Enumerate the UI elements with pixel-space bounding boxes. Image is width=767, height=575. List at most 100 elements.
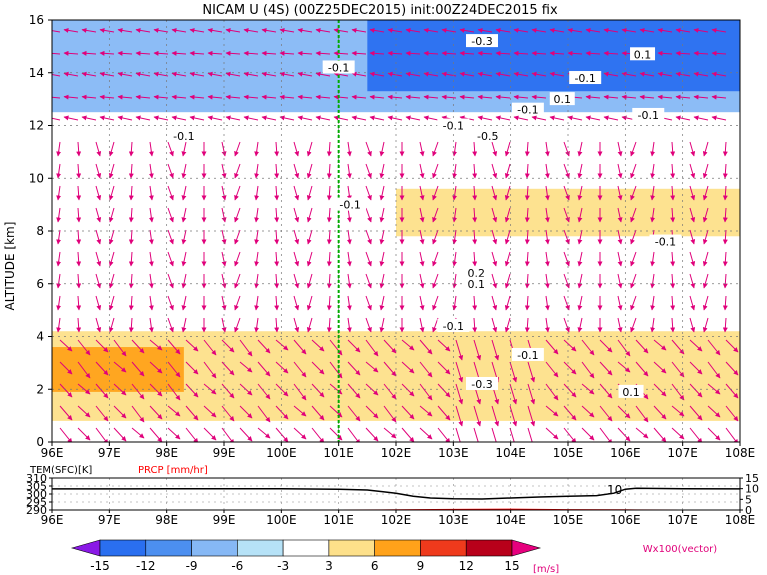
sub-x-tick-label: 100E	[266, 513, 297, 527]
contour-label-bg	[437, 318, 470, 332]
wind-vector	[189, 94, 205, 100]
colorbar-unit: [m/s]	[533, 564, 559, 575]
wind-vector	[544, 229, 550, 245]
wind-vector	[185, 383, 199, 398]
right-axis-label: PRCP [mm/hr]	[138, 465, 208, 476]
wind-vector	[405, 50, 421, 56]
wind-vector	[630, 185, 637, 201]
x-tick-label: 108E	[725, 446, 756, 460]
wind-vector	[563, 163, 570, 179]
wind-vector	[128, 163, 134, 179]
wind-vector	[221, 163, 227, 179]
wind-vector	[243, 94, 259, 100]
wind-vector	[81, 94, 97, 100]
wind-vector	[203, 361, 217, 379]
wind-vector	[333, 27, 349, 33]
contour-label: -0.1	[339, 199, 360, 212]
wind-vector	[306, 273, 313, 289]
wind-vector	[234, 295, 241, 311]
wind-vector	[653, 405, 667, 420]
contour-label-bg	[167, 129, 200, 143]
wind-vector	[149, 427, 163, 442]
wind-vector	[472, 207, 478, 223]
wind-vector	[135, 71, 151, 77]
wind-vector	[167, 405, 181, 417]
wind-vector	[365, 317, 372, 333]
wind-vector	[254, 185, 260, 201]
y-tick-label: 4	[36, 330, 44, 344]
contour-label-bg	[471, 129, 504, 143]
y-tick-label: 14	[29, 66, 44, 80]
wind-vector	[675, 27, 691, 33]
wind-vector	[689, 207, 696, 223]
wind-vector	[563, 361, 577, 375]
wind-vector	[670, 185, 676, 201]
wind-vector	[531, 115, 547, 121]
wind-vector	[725, 383, 739, 399]
colorbar-segment	[99, 539, 147, 557]
wind-vector	[274, 207, 280, 223]
wind-vector	[311, 383, 325, 398]
wind-vector	[549, 27, 565, 33]
wind-vector	[472, 295, 478, 311]
wind-vector	[509, 427, 515, 442]
wind-vector	[722, 273, 728, 289]
wind-vector	[99, 115, 115, 121]
wind-vector	[181, 317, 187, 333]
wind-vector	[63, 94, 79, 100]
x-tick-label: 96E	[41, 446, 64, 460]
wind-vector	[711, 115, 727, 121]
wind-vector	[504, 141, 511, 157]
wind-vector	[725, 427, 739, 442]
wind-vector	[473, 405, 482, 427]
wind-vector	[432, 141, 439, 157]
wind-vector	[563, 295, 570, 311]
wind-vector	[383, 383, 397, 400]
wind-vector	[452, 185, 458, 201]
wind-vector	[365, 207, 372, 223]
wind-vector	[131, 361, 145, 377]
wind-vector	[149, 339, 163, 351]
wind-vector	[108, 229, 115, 245]
wind-vector	[221, 273, 227, 289]
wind-vector	[577, 295, 583, 311]
wind-vector	[423, 115, 439, 121]
left-tick-label: 295	[26, 496, 47, 509]
wind-vector	[59, 405, 73, 421]
wind-vector	[149, 405, 163, 420]
contour-label-bg	[463, 276, 489, 290]
wind-vector	[545, 427, 559, 440]
wind-vector	[108, 295, 115, 311]
wind-vector	[293, 273, 300, 289]
wind-vector	[509, 361, 518, 383]
wind-vector	[306, 185, 313, 201]
wind-vector	[221, 229, 227, 245]
wind-vector	[693, 27, 709, 33]
wind-vector	[221, 361, 235, 376]
wind-vector	[329, 405, 343, 418]
contour-label: -0.1	[173, 130, 194, 143]
wind-vector	[185, 361, 199, 375]
left-tick-label: 310	[26, 472, 47, 485]
sub-x-tick-label: 103E	[438, 513, 469, 527]
wind-vector	[279, 115, 295, 121]
wind-vector	[581, 339, 595, 356]
wind-vector	[293, 361, 307, 378]
wind-vector	[544, 295, 550, 311]
wind-vector	[306, 141, 313, 157]
wind-vector	[326, 295, 332, 311]
wind-vector	[599, 427, 613, 442]
colorbar-segment	[237, 539, 284, 557]
wind-vector	[293, 427, 307, 440]
wind-vector	[326, 273, 332, 289]
wind-vector	[630, 229, 637, 245]
wind-vector	[491, 207, 498, 223]
wind-vector	[108, 141, 115, 157]
wind-vector	[185, 427, 199, 442]
wind-vector	[419, 317, 425, 333]
wind-vector	[693, 71, 709, 77]
wind-vector	[221, 295, 227, 311]
wind-vector	[135, 27, 151, 33]
wind-vector	[702, 207, 709, 223]
x-tick-label: 104E	[495, 446, 526, 460]
